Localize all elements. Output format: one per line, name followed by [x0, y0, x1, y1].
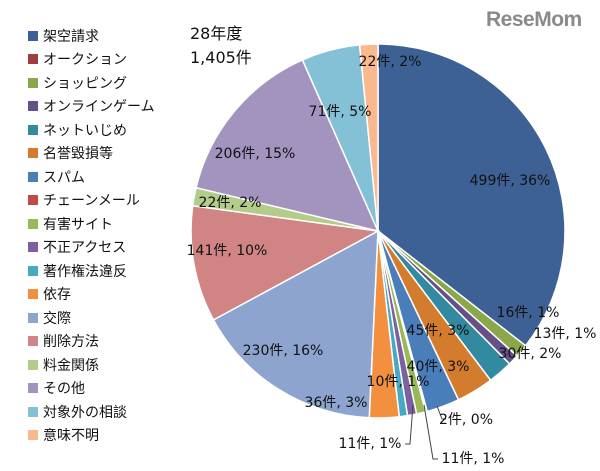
legend-label: 対象外の相談 [43, 404, 127, 421]
legend-label: オンラインゲーム [43, 99, 155, 116]
legend-item: 有害サイト [28, 212, 155, 236]
data-label: 11件, 1% [339, 436, 402, 452]
legend-swatch [28, 289, 38, 300]
data-label: 206件, 15% [215, 146, 296, 162]
legend-item: オークション [28, 48, 155, 72]
legend-swatch [28, 312, 38, 323]
legend-label: 架空請求 [43, 28, 99, 45]
legend-swatch [28, 30, 38, 41]
legend-swatch [28, 218, 38, 229]
legend-label: チェーンメール [43, 193, 140, 210]
legend-label: その他 [43, 381, 85, 398]
leader-line [436, 405, 446, 420]
pie-slice [190, 204, 381, 321]
legend-label: 著作権法違反 [43, 263, 127, 280]
legend-swatch [28, 406, 38, 417]
data-label: 71件, 5% [309, 104, 372, 120]
data-label: 36件, 3% [305, 395, 368, 411]
legend-swatch [28, 171, 38, 182]
legend-swatch [28, 54, 38, 65]
chart-title: 28年度 1,405件 [190, 22, 252, 70]
legend-label: オークション [43, 52, 127, 69]
legend-label: ネットいじめ [43, 122, 127, 139]
data-label: 40件, 3% [407, 359, 470, 375]
legend-item: オンラインゲーム [28, 95, 155, 119]
legend-swatch [28, 101, 38, 112]
legend-item: ショッピング [28, 71, 155, 95]
pie-slice [358, 43, 379, 232]
legend-item: 名誉毀損等 [28, 142, 155, 166]
legend-item: その他 [28, 377, 155, 401]
legend-swatch [28, 77, 38, 88]
legend-item: 著作権法違反 [28, 259, 155, 283]
leader-line [405, 404, 414, 445]
legend-label: スパム [43, 169, 85, 186]
legend-label: 依存 [43, 287, 71, 304]
legend-label: 交際 [43, 310, 71, 327]
legend-item: 交際 [28, 306, 155, 330]
legend-item: チェーンメール [28, 189, 155, 213]
legend-label: 料金関係 [43, 357, 99, 374]
data-label: 10件, 1% [367, 374, 430, 390]
pie-slice [212, 229, 379, 419]
data-label: 30件, 2% [499, 346, 562, 362]
title-total: 1,405件 [190, 48, 252, 67]
data-label: 230件, 16% [243, 343, 324, 359]
legend-swatch [28, 124, 38, 135]
data-label: 2件, 0% [439, 412, 493, 428]
legend-item: 意味不明 [28, 424, 155, 448]
legend-item: 不正アクセス [28, 236, 155, 260]
legend-label: 有害サイト [43, 216, 113, 233]
pie-slice [195, 58, 380, 233]
data-label: 11件, 1% [442, 451, 505, 467]
data-label: 499件, 36% [470, 173, 551, 189]
data-label: 13件, 1% [534, 326, 597, 342]
legend-item: ネットいじめ [28, 118, 155, 142]
data-label: 45件, 3% [407, 323, 470, 339]
legend-label: 不正アクセス [43, 240, 127, 257]
legend-item: 依存 [28, 283, 155, 307]
title-year: 28年度 [190, 24, 243, 43]
legend-swatch [28, 195, 38, 206]
logo: ReseMom [486, 8, 582, 31]
legend-label: ショッピング [43, 75, 127, 92]
data-label: 141件, 10% [187, 243, 268, 259]
legend-item: 架空請求 [28, 24, 155, 48]
data-label: 22件, 2% [359, 54, 422, 70]
legend-swatch [28, 336, 38, 347]
legend-swatch [28, 148, 38, 159]
pie-slice [377, 43, 566, 347]
legend-label: 削除方法 [43, 334, 99, 351]
legend-item: 料金関係 [28, 353, 155, 377]
legend-label: 意味不明 [43, 428, 99, 445]
leader-line [423, 404, 438, 460]
data-label: 16件, 1% [497, 305, 560, 321]
legend-item: 削除方法 [28, 330, 155, 354]
data-label: 22件, 2% [199, 195, 262, 211]
legend-item: スパム [28, 165, 155, 189]
legend: 架空請求オークション ショッピングオンラインゲーム ネットいじめ 名誉毀損等スパムチェ… [28, 24, 155, 447]
legend-swatch [28, 265, 38, 276]
legend-swatch [28, 383, 38, 394]
legend-swatch [28, 430, 38, 441]
legend-label: 名誉毀損等 [43, 146, 113, 163]
legend-swatch [28, 359, 38, 370]
legend-swatch [28, 242, 38, 253]
legend-item: 対象外の相談 [28, 400, 155, 424]
